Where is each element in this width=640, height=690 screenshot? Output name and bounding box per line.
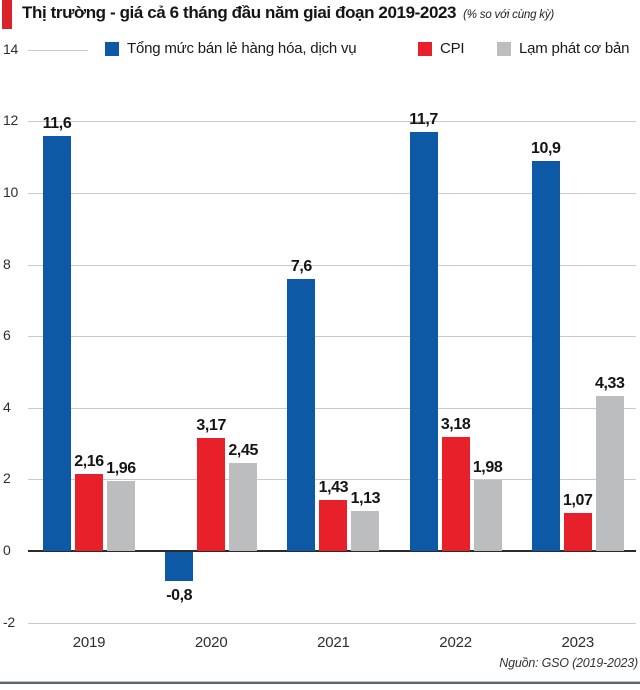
y-axis-tick-label: 4 — [3, 398, 11, 415]
bar-value-label: 2,16 — [74, 452, 104, 470]
gridline-8 — [28, 264, 636, 266]
y-axis-tick-label: 14 — [3, 40, 18, 57]
bar-value-label: 2,45 — [228, 442, 258, 460]
bar-value-label: 1,96 — [106, 459, 136, 477]
gridline-6 — [28, 336, 636, 338]
legend-item-cpi: CPI — [418, 40, 465, 57]
bar-value-label: 3,17 — [196, 416, 226, 434]
title-accent-bar — [2, 0, 12, 29]
x-axis-label-2021: 2021 — [317, 634, 350, 651]
y-axis-tick-label: 8 — [3, 255, 11, 272]
chart-legend: Tổng mức bán lẻ hàng hóa, dịch vụ CPI Lạ… — [90, 38, 640, 64]
bar-2020-series0 — [165, 552, 194, 581]
bar-2021-series1 — [319, 499, 348, 551]
bar-2023-series2 — [595, 395, 624, 551]
legend-label: Tổng mức bán lẻ hàng hóa, dịch vụ — [127, 40, 357, 57]
bar-2023-series0 — [531, 160, 560, 551]
gridline-14 — [28, 49, 88, 51]
y-axis-tick-label: -2 — [3, 613, 15, 630]
x-axis-label-2022: 2022 — [439, 634, 472, 651]
page-subtitle: (% so với cùng kỳ) — [463, 9, 555, 21]
gridline-2 — [28, 479, 636, 481]
bar-2022-series2 — [473, 480, 502, 551]
legend-swatch-gray-icon — [497, 41, 511, 56]
bar-2023-series1 — [563, 512, 592, 551]
bar-value-label: 4,33 — [595, 374, 625, 392]
legend-label: CPI — [440, 40, 465, 57]
bar-value-label: 1,07 — [563, 491, 593, 509]
bar-value-label: 3,18 — [440, 416, 471, 434]
y-axis-tick-label: 12 — [3, 112, 18, 129]
x-axis-label-2020: 2020 — [194, 634, 228, 651]
bar-2019-series0 — [43, 135, 71, 551]
bar-2020-series1 — [197, 437, 226, 551]
bottom-divider-light — [0, 681, 640, 682]
legend-item-retail: Tổng mức bán lẻ hàng hóa, dịch vụ — [105, 40, 357, 57]
y-axis-tick-label: 2 — [3, 470, 11, 487]
legend-label: Lạm phát cơ bản — [519, 40, 630, 57]
bottom-divider — [0, 682, 640, 684]
bar-2020-series2 — [229, 463, 258, 551]
legend-swatch-red-icon — [418, 41, 432, 56]
source-note: Nguồn: GSO (2019-2023) — [499, 656, 638, 670]
gridline--2 — [28, 622, 636, 624]
page-title: Thị trường - giá cả 6 tháng đầu năm giai… — [22, 3, 457, 22]
bar-value-label: 1,13 — [350, 489, 381, 507]
bar-value-label: 11,6 — [42, 114, 72, 132]
bar-2022-series0 — [409, 132, 438, 551]
header: Thị trường - giá cả 6 tháng đầu năm giai… — [22, 3, 638, 23]
gridline-10 — [28, 193, 636, 194]
bar-2019-series2 — [107, 480, 135, 551]
bar-value-label: -0,8 — [166, 586, 193, 604]
bar-2021-series2 — [351, 510, 380, 551]
gridline-4 — [28, 407, 636, 409]
bar-value-label: 11,7 — [409, 111, 438, 129]
bar-2019-series1 — [75, 473, 103, 551]
x-axis-label-2019: 2019 — [72, 634, 106, 651]
bar-value-label: 7,6 — [290, 257, 312, 275]
y-axis-tick-label: 10 — [3, 184, 18, 200]
y-axis-tick-label: 0 — [3, 542, 11, 558]
x-axis-label-2023: 2023 — [561, 634, 595, 651]
bar-value-label: 1,43 — [318, 478, 349, 496]
legend-swatch-blue-icon — [105, 41, 119, 56]
gridline-0 — [28, 550, 636, 552]
legend-item-core-inflation: Lạm phát cơ bản — [497, 40, 629, 57]
bar-2022-series1 — [441, 437, 470, 551]
y-axis-tick-label: 6 — [3, 327, 11, 344]
bar-value-label: 1,98 — [472, 459, 503, 477]
gridline-12 — [28, 121, 636, 123]
bar-2021-series0 — [287, 278, 316, 551]
bar-value-label: 10,9 — [531, 139, 561, 157]
